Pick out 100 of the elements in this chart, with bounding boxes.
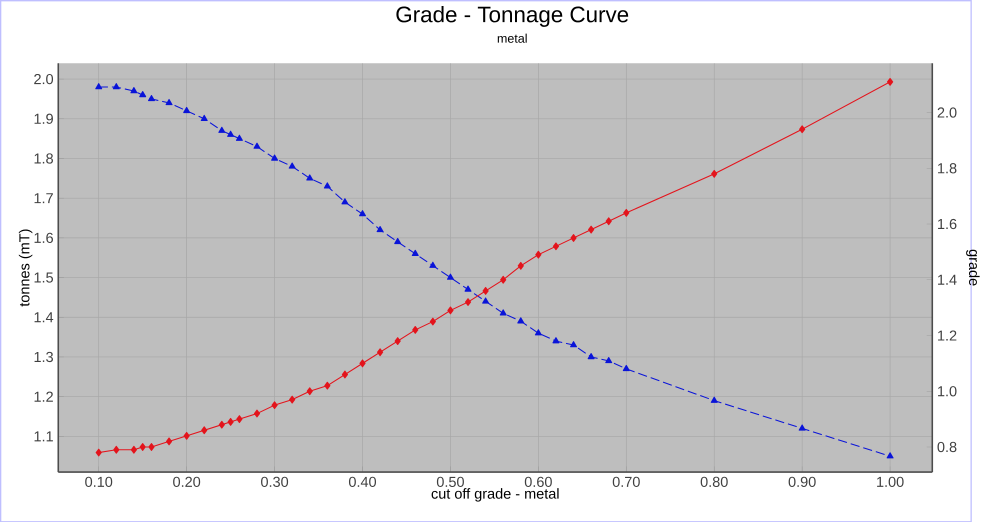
x-tick-label: 0.70 bbox=[612, 476, 640, 487]
y-tick-label: 1.4 bbox=[34, 312, 54, 322]
point bbox=[130, 446, 137, 454]
point bbox=[710, 396, 718, 403]
point bbox=[200, 114, 208, 121]
point bbox=[570, 340, 578, 348]
point bbox=[570, 234, 577, 242]
point bbox=[799, 125, 806, 133]
point bbox=[236, 414, 243, 423]
point bbox=[376, 226, 384, 232]
point bbox=[429, 261, 436, 268]
point bbox=[139, 90, 146, 97]
point bbox=[271, 401, 278, 409]
point bbox=[482, 297, 490, 304]
point bbox=[500, 309, 507, 316]
point bbox=[377, 348, 384, 356]
point bbox=[711, 170, 718, 178]
point bbox=[130, 86, 138, 94]
y-tick-label: 1.5 bbox=[34, 272, 53, 282]
y-tick-label: 1.6 bbox=[34, 232, 53, 243]
y-tick-label: 1.9 bbox=[34, 113, 53, 124]
point bbox=[236, 134, 243, 141]
point bbox=[342, 370, 348, 378]
point bbox=[271, 154, 278, 160]
point bbox=[324, 382, 330, 390]
point bbox=[324, 182, 331, 188]
point bbox=[288, 162, 296, 168]
point bbox=[166, 98, 173, 105]
point bbox=[184, 432, 190, 440]
point bbox=[623, 208, 630, 217]
point bbox=[148, 94, 155, 101]
chart-subtitle: metal bbox=[498, 33, 527, 43]
y2-tick-label: 0.8 bbox=[938, 442, 956, 452]
point bbox=[341, 198, 348, 204]
x-tick-label: 0.40 bbox=[348, 476, 376, 487]
point bbox=[622, 364, 630, 371]
y-tick-label: 1.7 bbox=[34, 192, 53, 203]
point bbox=[552, 336, 560, 344]
y-tick-label: 1.2 bbox=[34, 391, 53, 402]
point bbox=[605, 356, 612, 363]
y-tick-label: 2.0 bbox=[34, 74, 54, 84]
point bbox=[412, 250, 419, 256]
point bbox=[464, 298, 472, 306]
x-tick-label: 0.30 bbox=[261, 476, 288, 487]
point bbox=[95, 82, 102, 90]
point bbox=[96, 448, 102, 456]
point bbox=[166, 437, 172, 446]
point bbox=[148, 442, 155, 451]
point bbox=[359, 210, 366, 216]
x-tick-label: 1.00 bbox=[877, 476, 904, 487]
point bbox=[518, 262, 524, 270]
point bbox=[112, 82, 120, 90]
point bbox=[886, 452, 894, 458]
point bbox=[394, 238, 402, 244]
point bbox=[552, 242, 560, 250]
point bbox=[218, 420, 225, 428]
point bbox=[218, 126, 226, 133]
point bbox=[306, 174, 314, 180]
y2-tick-label: 1.2 bbox=[938, 330, 956, 340]
y-tick-label: 1.8 bbox=[34, 153, 53, 164]
y2-tick-label: 1.8 bbox=[938, 162, 956, 174]
point bbox=[306, 387, 313, 395]
point bbox=[394, 336, 401, 345]
y2-tick-label: 1.0 bbox=[938, 386, 957, 396]
point bbox=[430, 317, 436, 326]
point bbox=[183, 106, 190, 113]
point bbox=[201, 426, 208, 434]
x-tick-label: 0.80 bbox=[700, 476, 728, 487]
point bbox=[534, 328, 542, 336]
point bbox=[412, 326, 418, 334]
point bbox=[535, 250, 542, 258]
point bbox=[886, 78, 894, 86]
y2-tick-label: 1.4 bbox=[938, 274, 957, 285]
point bbox=[482, 286, 489, 295]
point bbox=[113, 446, 120, 454]
chart-title: Grade - Tonnage Curve bbox=[396, 6, 628, 27]
y2-tick-label: 2.0 bbox=[938, 107, 957, 118]
y-axis-title: tonnes (mT) bbox=[18, 229, 32, 306]
point bbox=[359, 359, 366, 368]
point bbox=[228, 418, 234, 426]
point bbox=[588, 225, 594, 234]
point bbox=[588, 352, 595, 359]
y-tick-label: 1.3 bbox=[34, 352, 53, 362]
point bbox=[606, 217, 612, 225]
x-axis-title: cut off grade - metal bbox=[432, 488, 559, 502]
x-tick-label: 0.60 bbox=[524, 476, 552, 487]
point bbox=[798, 424, 806, 430]
x-tick-label: 0.10 bbox=[85, 476, 112, 487]
x-tick-label: 0.50 bbox=[436, 476, 464, 487]
point bbox=[500, 276, 506, 284]
point bbox=[447, 306, 454, 314]
y-tick-label: 1.1 bbox=[34, 431, 53, 442]
point bbox=[227, 130, 234, 137]
y2-axis-title: grade bbox=[966, 249, 980, 286]
x-tick-label: 0.20 bbox=[173, 476, 200, 487]
point bbox=[517, 317, 524, 324]
x-tick-label: 0.90 bbox=[788, 476, 816, 487]
point bbox=[253, 142, 260, 149]
point bbox=[464, 285, 472, 292]
point bbox=[140, 442, 146, 451]
